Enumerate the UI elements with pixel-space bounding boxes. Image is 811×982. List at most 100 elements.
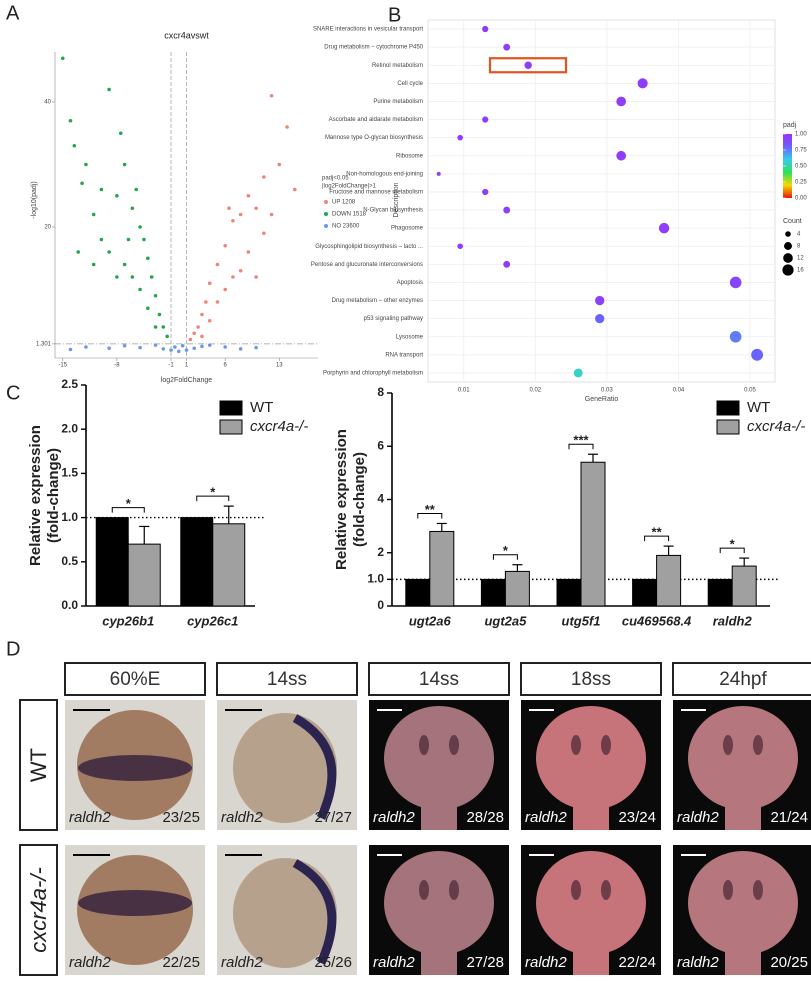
stain	[419, 735, 429, 755]
point	[200, 312, 204, 317]
point	[138, 225, 142, 229]
y-tick-label: 0.5	[61, 554, 78, 568]
count-label: 23/24	[618, 809, 656, 826]
count-label: 28/28	[466, 809, 504, 826]
bar	[429, 530, 455, 607]
column-header-box	[368, 662, 510, 696]
x-tick-label: 1	[185, 363, 189, 369]
dot	[616, 96, 627, 107]
gene-label: raldh2	[525, 809, 567, 826]
gene-label: raldh2	[373, 954, 415, 971]
bar	[632, 578, 658, 607]
size-label: 4	[797, 232, 801, 238]
bar	[731, 565, 757, 607]
legend-label: NO 23600	[332, 224, 360, 230]
significance-bracket	[568, 443, 594, 450]
point	[72, 143, 77, 148]
point	[238, 347, 243, 351]
y-tick-label: Mannose type O-glycan biosynthesis	[325, 135, 423, 141]
y-tick-label: RNA transport	[385, 352, 423, 358]
point	[188, 337, 193, 342]
panel-letter: A	[6, 2, 20, 24]
count-label: 27/27	[314, 809, 352, 826]
dot	[616, 150, 627, 161]
y-tick-label: 8	[377, 385, 384, 399]
x-tick-label: 0.01	[458, 388, 470, 394]
y-tick-label: 1.5	[61, 466, 78, 480]
embryo	[536, 706, 646, 810]
significance-bracket	[196, 495, 230, 502]
point	[146, 256, 150, 261]
bar	[504, 570, 530, 607]
y-tick-label: Glycosphingolipid biosynthesis – lacto .…	[315, 244, 423, 250]
y-tick-label: Retinol metabolism	[372, 63, 423, 69]
x-tick-label: -8	[114, 363, 120, 369]
point	[107, 87, 111, 92]
column-header: 14ss	[419, 669, 459, 690]
bar	[656, 554, 682, 607]
colorbar-label: 0.00	[795, 196, 807, 202]
dot	[573, 368, 583, 378]
y-tick-label: 2.5	[61, 377, 78, 391]
point	[161, 347, 166, 351]
point	[277, 162, 282, 167]
y-tick-label: Purine metabolism	[373, 99, 423, 105]
significance-bracket	[644, 535, 670, 542]
y-axis-label: (fold-change)	[351, 452, 368, 547]
legend-swatch	[324, 224, 328, 228]
size-swatch	[783, 253, 793, 263]
colorbar-label: 0.75	[795, 148, 807, 154]
point	[192, 346, 197, 351]
point	[223, 243, 227, 248]
point	[227, 206, 231, 211]
size-label: 12	[797, 256, 804, 262]
point	[200, 344, 204, 349]
y-axis-label: Description	[393, 182, 400, 217]
x-tick-label: -15	[58, 363, 67, 369]
point	[223, 287, 227, 292]
dot	[482, 25, 489, 33]
size-swatch	[785, 231, 791, 237]
significance-bracket	[111, 507, 145, 513]
significance-bracket	[719, 547, 745, 554]
point	[207, 318, 212, 323]
point	[207, 281, 212, 286]
point	[200, 334, 204, 339]
x-tick-label: raldh2	[713, 613, 753, 628]
legend-swatch	[324, 200, 328, 204]
size-swatch	[782, 264, 794, 276]
point	[153, 293, 158, 298]
y-tick-label: Porphyrin and chlorophyll metabolism	[323, 371, 423, 377]
row-header: cxcr4a-/-	[26, 867, 51, 953]
y-tick-label: 4	[377, 492, 384, 506]
stain	[292, 859, 337, 965]
legend-label: cxcr4a-/-	[250, 418, 308, 435]
dot	[595, 295, 605, 306]
count-label: 23/25	[162, 809, 200, 826]
gene-label: raldh2	[221, 954, 263, 971]
bar	[212, 523, 246, 607]
y-tick-label: 1.301	[36, 341, 52, 347]
y-tick-label: p53 signaling pathway	[364, 316, 423, 322]
stain	[78, 890, 192, 916]
point	[126, 237, 131, 242]
point	[269, 212, 274, 217]
dot	[482, 188, 489, 196]
point	[192, 331, 197, 336]
point	[246, 193, 251, 198]
point	[130, 275, 135, 279]
stain	[571, 880, 581, 900]
embryo	[384, 706, 494, 810]
significance: *	[210, 485, 216, 500]
significance: **	[425, 502, 436, 517]
point	[122, 343, 127, 348]
gene-label: raldh2	[69, 809, 111, 826]
point	[115, 193, 119, 198]
column-header-box	[64, 662, 206, 696]
y-tick-label: Apoptosis	[397, 280, 423, 286]
legend-label: cxcr4a-/-	[747, 418, 805, 435]
y-tick-label: Ascorbate and aldarate metabolism	[329, 117, 423, 123]
x-tick-label: cu469568.4	[622, 613, 692, 628]
dot	[524, 61, 532, 69]
column-header: 24hpf	[719, 669, 767, 690]
